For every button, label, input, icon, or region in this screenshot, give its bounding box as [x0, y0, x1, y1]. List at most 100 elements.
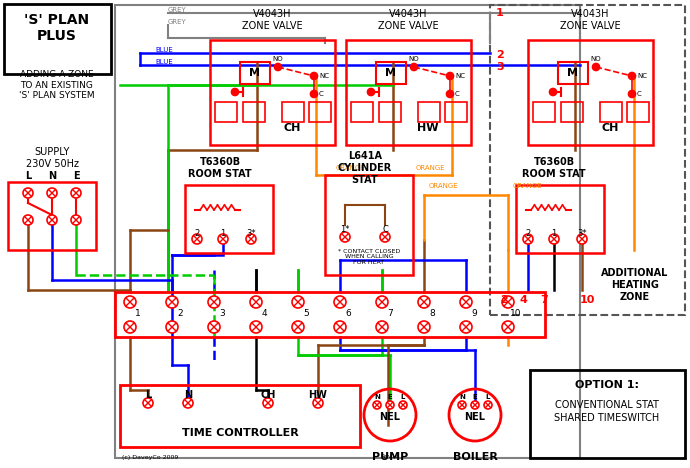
Bar [325, 175, 413, 275]
Circle shape [313, 398, 323, 408]
Circle shape [183, 398, 193, 408]
Text: 2: 2 [525, 228, 531, 237]
Bar [185, 185, 273, 253]
Text: CH: CH [260, 390, 276, 400]
Bar [4, 4, 111, 74]
Text: M: M [567, 68, 578, 78]
Bar [120, 385, 360, 447]
Bar [240, 62, 270, 84]
Circle shape [411, 64, 417, 71]
Text: N: N [184, 390, 192, 400]
Text: V4043H
ZONE VALVE: V4043H ZONE VALVE [241, 9, 302, 31]
Circle shape [310, 90, 317, 97]
Text: ORANGE: ORANGE [415, 165, 445, 171]
Text: 3*: 3* [246, 228, 256, 237]
Circle shape [218, 234, 228, 244]
Text: HW: HW [308, 390, 328, 400]
Bar [243, 102, 265, 122]
Text: SHARED TIMESWITCH: SHARED TIMESWITCH [554, 413, 660, 423]
Text: 1: 1 [496, 8, 504, 18]
Text: L: L [486, 394, 490, 400]
Text: ADDING A ZONE
TO AN EXISTING
'S' PLAN SYSTEM: ADDING A ZONE TO AN EXISTING 'S' PLAN SY… [19, 70, 95, 100]
Circle shape [124, 321, 136, 333]
Circle shape [250, 321, 262, 333]
Bar [309, 102, 331, 122]
Text: E: E [473, 394, 477, 400]
Text: 3*: 3* [578, 228, 586, 237]
Circle shape [549, 88, 557, 95]
Text: HW: HW [417, 123, 439, 133]
Bar [561, 102, 583, 122]
Text: 2: 2 [177, 309, 183, 319]
Circle shape [471, 401, 479, 409]
Circle shape [124, 296, 136, 308]
Text: SUPPLY
230V 50Hz: SUPPLY 230V 50Hz [26, 147, 79, 169]
Circle shape [310, 73, 317, 80]
Text: CH: CH [284, 123, 301, 133]
Bar [215, 102, 237, 122]
Bar [490, 5, 685, 315]
Circle shape [192, 234, 202, 244]
Text: 5: 5 [303, 309, 309, 319]
Bar [379, 102, 401, 122]
Text: ORANGE: ORANGE [335, 165, 365, 171]
Bar [528, 40, 653, 145]
Circle shape [263, 398, 273, 408]
Circle shape [246, 234, 256, 244]
Text: 1*: 1* [340, 226, 350, 234]
Text: M: M [250, 68, 261, 78]
Text: 7: 7 [387, 309, 393, 319]
Bar [282, 102, 304, 122]
Text: 1: 1 [220, 228, 226, 237]
Text: CH: CH [601, 123, 619, 133]
Text: 1: 1 [551, 228, 557, 237]
Bar [533, 102, 555, 122]
Text: L: L [145, 390, 151, 400]
Circle shape [47, 188, 57, 198]
Text: TIME CONTROLLER: TIME CONTROLLER [181, 428, 298, 438]
Text: C: C [455, 91, 460, 97]
Circle shape [292, 321, 304, 333]
Circle shape [458, 401, 466, 409]
Circle shape [23, 188, 33, 198]
Text: 1: 1 [135, 309, 141, 319]
Bar [346, 40, 471, 145]
Bar [600, 102, 622, 122]
Circle shape [208, 296, 220, 308]
Circle shape [629, 90, 635, 97]
Circle shape [373, 401, 381, 409]
Text: 2: 2 [500, 295, 508, 305]
Text: 4: 4 [262, 309, 267, 319]
Circle shape [143, 398, 153, 408]
Text: NEL: NEL [380, 412, 400, 422]
Text: Rev1a: Rev1a [380, 454, 400, 460]
Circle shape [23, 215, 33, 225]
Text: 6: 6 [345, 309, 351, 319]
Circle shape [502, 296, 514, 308]
Text: L641A
CYLINDER
STAT: L641A CYLINDER STAT [338, 152, 392, 184]
Circle shape [446, 90, 453, 97]
Bar [351, 102, 373, 122]
Text: NC: NC [455, 73, 465, 79]
Text: ORANGE: ORANGE [429, 183, 459, 189]
Bar [115, 5, 580, 458]
Text: NO: NO [273, 56, 284, 62]
Text: GREY: GREY [168, 19, 187, 25]
Circle shape [418, 296, 430, 308]
Text: 9: 9 [471, 309, 477, 319]
Circle shape [71, 188, 81, 198]
Circle shape [502, 321, 514, 333]
Text: 2: 2 [496, 50, 504, 60]
Text: L: L [401, 394, 405, 400]
Text: 10: 10 [580, 295, 595, 305]
Text: M: M [386, 68, 397, 78]
Circle shape [166, 296, 178, 308]
Circle shape [523, 234, 533, 244]
Circle shape [484, 401, 492, 409]
Text: NC: NC [319, 73, 329, 79]
Bar [418, 102, 440, 122]
Text: 2: 2 [195, 228, 199, 237]
Circle shape [71, 215, 81, 225]
Text: NC: NC [637, 73, 647, 79]
Circle shape [292, 296, 304, 308]
